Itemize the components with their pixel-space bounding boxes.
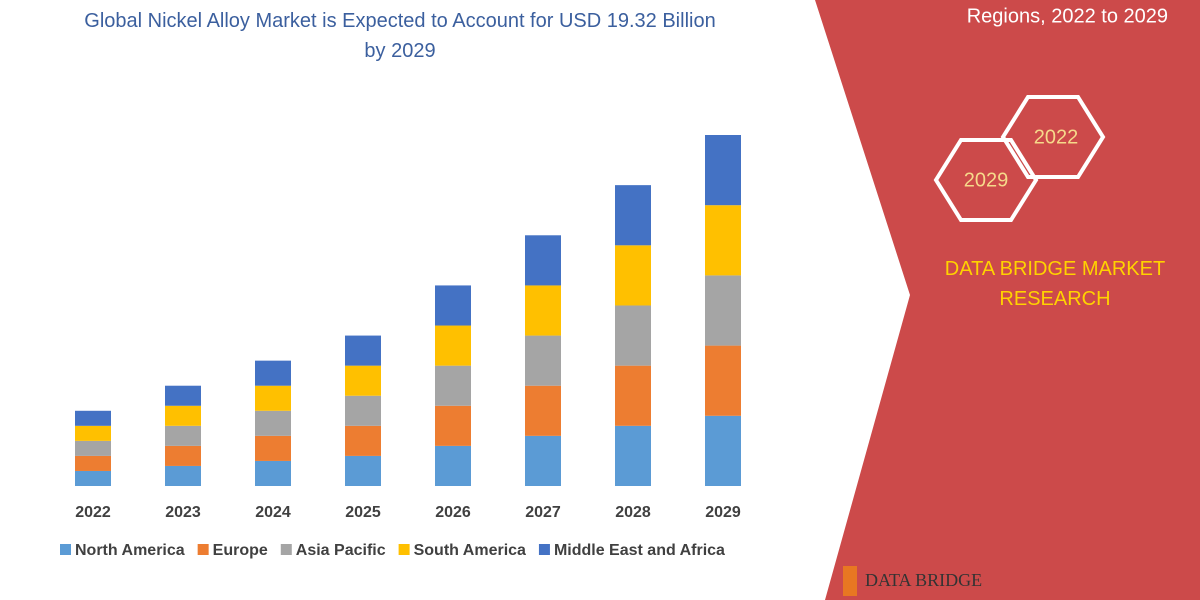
bar-segment <box>165 445 201 466</box>
brand-label: DATA BRIDGE MARKET RESEARCH <box>944 258 1166 310</box>
bar-segment <box>525 235 561 286</box>
bar-segment <box>165 465 201 486</box>
bar-segment <box>345 425 381 456</box>
bar-segment <box>75 455 111 471</box>
bar-segment <box>525 385 561 436</box>
x-tick-label: 2025 <box>345 504 381 521</box>
hex-label: 2022 <box>1034 126 1079 148</box>
bar-segment <box>165 405 201 426</box>
bar-segment <box>255 360 291 386</box>
side-panel <box>815 0 1200 600</box>
legend-label: South America <box>414 542 526 559</box>
bar-segment <box>255 435 291 461</box>
x-tick-label: 2029 <box>705 504 741 521</box>
bar-segment <box>705 275 741 346</box>
legend-label: North America <box>75 542 185 559</box>
bar-segment <box>345 365 381 396</box>
panel-heading: Regions, 2022 to 2029 <box>967 5 1168 27</box>
bar-segment <box>75 410 111 426</box>
bar-segment <box>75 425 111 441</box>
legend-label: Europe <box>213 542 268 559</box>
bar-segment <box>615 305 651 366</box>
logo-text: DATA BRIDGE <box>865 570 982 590</box>
x-tick-label: 2023 <box>165 504 201 521</box>
legend-swatch <box>398 544 410 555</box>
legend-label: Asia Pacific <box>296 542 386 559</box>
bar-segment <box>615 365 651 426</box>
legend-swatch <box>538 544 550 555</box>
bar-segment <box>705 205 741 276</box>
hexagon <box>1000 95 1106 179</box>
bar-segment <box>615 425 651 486</box>
bar-segment <box>435 285 471 326</box>
bar-segment <box>615 245 651 306</box>
x-tick-label: 2026 <box>435 504 471 521</box>
chart-title: Global Nickel Alloy Market is Expected t… <box>84 10 716 62</box>
hex-label: 2029 <box>964 169 1009 191</box>
bar-segment <box>255 385 291 411</box>
bar-segment <box>345 455 381 486</box>
bar-segment <box>345 335 381 366</box>
bar-segment <box>435 365 471 406</box>
bar-segment <box>705 415 741 486</box>
bar-segment <box>705 345 741 416</box>
bar-segment <box>255 460 291 486</box>
legend-swatch <box>280 544 292 555</box>
bar-segment <box>525 285 561 336</box>
bar-segment <box>75 470 111 486</box>
bar-segment <box>435 325 471 366</box>
bar-segment <box>615 185 651 246</box>
bar-segment <box>525 335 561 386</box>
x-tick-label: 2022 <box>75 504 111 521</box>
bar-segment <box>165 425 201 446</box>
x-tick-label: 2027 <box>525 504 561 521</box>
bar-segment <box>435 445 471 486</box>
x-tick-label: 2024 <box>255 504 291 521</box>
bar-segment <box>165 385 201 406</box>
legend-label: Middle East and Africa <box>554 542 725 559</box>
bar-segment <box>75 440 111 456</box>
legend-swatch <box>60 544 71 555</box>
bar-segment <box>255 410 291 436</box>
bar-segment <box>525 435 561 486</box>
logo-icon <box>843 566 857 596</box>
hexagon <box>933 138 1039 222</box>
bar-segment <box>345 395 381 426</box>
bar-segment <box>435 405 471 446</box>
x-tick-label: 2028 <box>615 504 651 521</box>
legend-swatch <box>197 544 209 555</box>
bar-segment <box>705 135 741 206</box>
